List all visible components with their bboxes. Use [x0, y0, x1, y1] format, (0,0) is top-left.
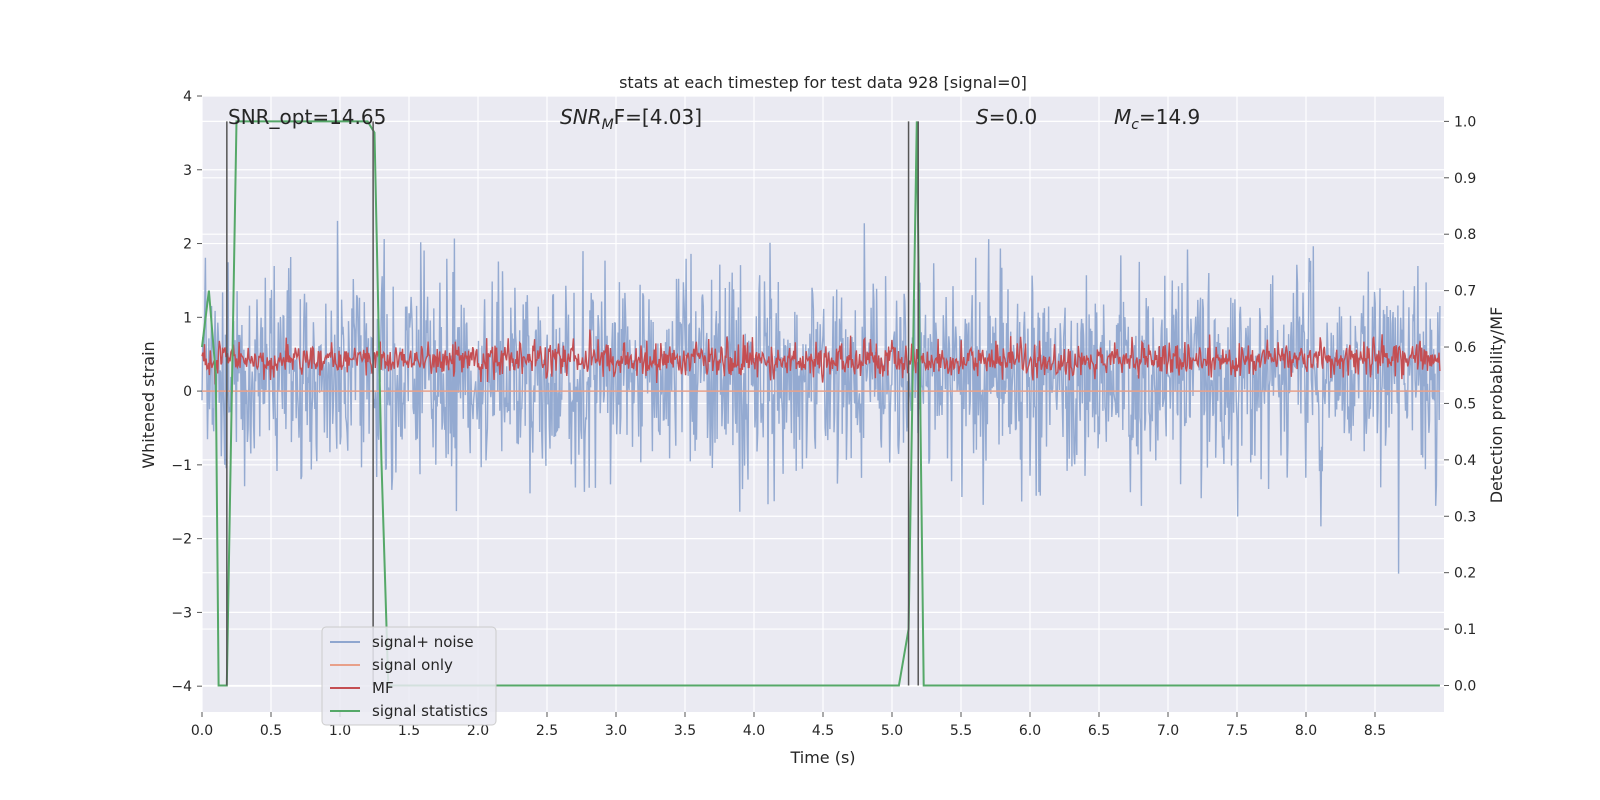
annotation-snr-mf-base: SNR: [560, 105, 602, 129]
annotation-mc-value: Mc=14.9: [1114, 105, 1200, 133]
y2-tick-label: 0.5: [1454, 396, 1476, 412]
annotation-s-value: S=0.0: [976, 105, 1037, 129]
y-tick-label: 3: [183, 163, 192, 179]
y-tick-label: 4: [183, 89, 192, 105]
x-tick-label: 6.5: [1088, 723, 1110, 739]
y-tick-label: 0: [183, 384, 192, 400]
x-axis-ticks: 0.0 0.5 1.0 1.5 2.0 2.5 3.0 3.5 4.0 4.5 5.0 5.5 6.0 6…: [191, 712, 1386, 739]
x-tick-label: 4.5: [812, 723, 834, 739]
annotation-mc-rest: =14.9: [1139, 105, 1200, 129]
annotation-mc-sub: c: [1131, 117, 1139, 133]
y2-tick-label: 0.1: [1454, 622, 1476, 638]
y2-tick-label: 1.0: [1454, 114, 1476, 130]
legend-label: signal+ noise: [372, 633, 474, 651]
y2-tick-label: 0.8: [1454, 227, 1476, 243]
x-tick-label: 4.0: [743, 723, 765, 739]
y2-tick-label: 0.3: [1454, 509, 1476, 525]
y-tick-label: 1: [183, 310, 192, 326]
annotation-snr-mf: SNRMF=[4.03]: [560, 105, 702, 133]
y-axis-label: Whitened strain: [139, 341, 158, 468]
series-signal-statistics: [201, 120, 1440, 687]
x-tick-label: 7.5: [1226, 723, 1248, 739]
y2-axis-label: Detection probability/MF: [1487, 307, 1506, 504]
x-tick-label: 8.5: [1364, 723, 1386, 739]
x-tick-label: 5.5: [950, 723, 972, 739]
x-tick-label: 3.0: [605, 723, 627, 739]
legend-box: [321, 626, 497, 726]
annotation-s-rest: =0.0: [989, 105, 1038, 129]
y2-tick-label: 0.0: [1454, 678, 1476, 694]
x-tick-label: 8.0: [1295, 723, 1317, 739]
chart-title: stats at each timestep for test data 928…: [619, 73, 1027, 92]
y-tick-label: 2: [183, 237, 192, 253]
x-tick-label: 5.0: [881, 723, 903, 739]
x-tick-label: 1.0: [329, 723, 351, 739]
annotation-mc-base: M: [1114, 105, 1131, 129]
x-axis-label: Time (s): [789, 748, 855, 767]
legend: signal+ noise signal only MF signal statist…: [321, 626, 497, 726]
series-mf: [201, 329, 1441, 385]
vertical-markers: [226, 121, 919, 686]
annotation-snr-opt: SNR_opt=14.65: [228, 105, 386, 129]
legend-label: MF: [372, 679, 394, 697]
x-tick-label: 3.5: [674, 723, 696, 739]
y-tick-label: −3: [171, 605, 192, 621]
y-axis-ticks: 4 3 2 1 0 −1 −2 −3 −4: [171, 89, 202, 695]
y2-tick-label: 0.7: [1454, 284, 1476, 300]
x-tick-label: 0.5: [260, 723, 282, 739]
y2-tick-label: 0.2: [1454, 566, 1476, 582]
mf-line: [201, 329, 1441, 385]
x-tick-label: 1.5: [398, 723, 420, 739]
y-tick-label: −2: [171, 532, 192, 548]
x-tick-label: 6.0: [1019, 723, 1041, 739]
legend-label: signal statistics: [372, 702, 488, 720]
y-tick-label: −1: [171, 458, 192, 474]
annotation-s-base: S: [976, 105, 989, 129]
plot-area: [201, 95, 1444, 712]
legend-label: signal only: [372, 656, 453, 674]
annotation-snr-mf-sub: M: [602, 117, 614, 133]
annotation-snr-mf-rest: F=[4.03]: [614, 105, 702, 129]
y2-tick-label: 0.4: [1454, 453, 1476, 469]
y2-axis-ticks: 1.0 0.9 0.8 0.7 0.6 0.5 0.4 0.3 0.2 0.1 0.0: [1444, 114, 1476, 694]
x-tick-label: 7.0: [1157, 723, 1179, 739]
y2-tick-label: 0.6: [1454, 340, 1476, 356]
y2-tick-label: 0.9: [1454, 171, 1476, 187]
y-tick-label: −4: [171, 679, 192, 695]
x-tick-label: 2.5: [536, 723, 558, 739]
signal-statistics-line: [201, 120, 1440, 687]
x-tick-label: 0.0: [191, 723, 213, 739]
x-tick-label: 2.0: [467, 723, 489, 739]
